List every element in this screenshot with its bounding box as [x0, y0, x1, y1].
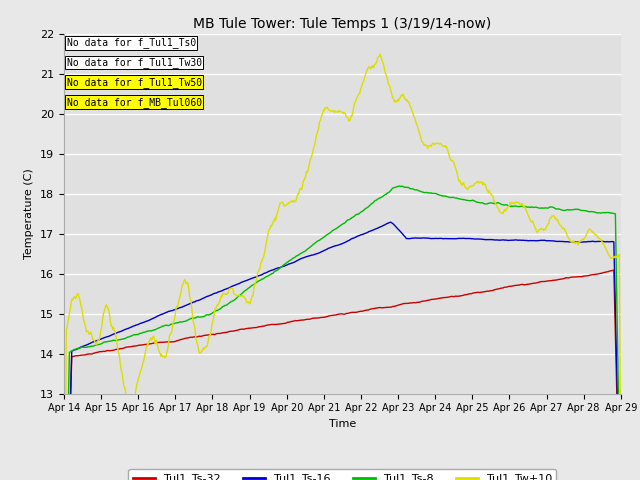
Text: No data for f_Tul1_Ts0: No data for f_Tul1_Ts0	[67, 37, 196, 48]
X-axis label: Time: Time	[329, 419, 356, 429]
Y-axis label: Temperature (C): Temperature (C)	[24, 168, 35, 259]
Text: No data for f_Tul1_Tw50: No data for f_Tul1_Tw50	[67, 77, 202, 88]
Text: No data for f_Tul1_Tw30: No data for f_Tul1_Tw30	[67, 57, 202, 68]
Text: No data for f_MB_Tul060: No data for f_MB_Tul060	[67, 96, 202, 108]
Legend: Tul1_Ts-32, Tul1_Ts-16, Tul1_Ts-8, Tul1_Tw+10: Tul1_Ts-32, Tul1_Ts-16, Tul1_Ts-8, Tul1_…	[129, 469, 556, 480]
Title: MB Tule Tower: Tule Temps 1 (3/19/14-now): MB Tule Tower: Tule Temps 1 (3/19/14-now…	[193, 17, 492, 31]
